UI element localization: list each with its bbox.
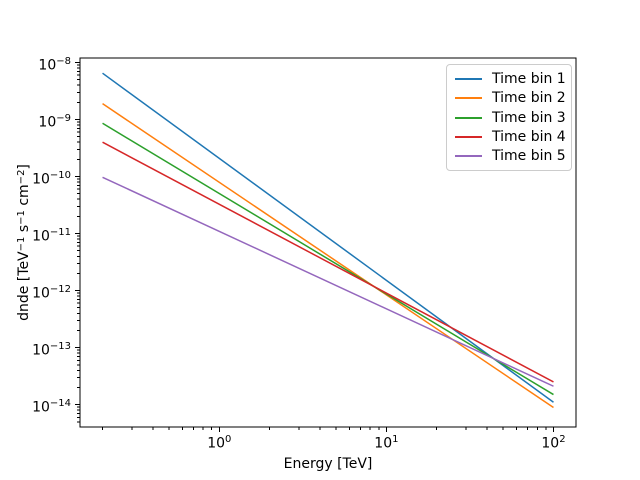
x-tick-label: 101 [374,434,398,452]
legend-item-4: Time bin 4 [455,128,566,146]
x-tick-label: 100 [207,434,231,452]
series-line-time-bin-2 [102,103,554,409]
legend-item-label: Time bin 2 [492,90,566,107]
y-tick-label: 10−8 [38,56,71,74]
y-axis-label-segment: ] [16,164,32,170]
legend-item-label: Time bin 4 [492,128,566,145]
x-tick-label: 102 [541,434,565,452]
y-axis-label-superscript: −1 [16,210,27,225]
y-axis-label-segment: dnde [TeV [16,251,32,321]
legend-line-sample [455,116,482,119]
y-axis-label-superscript: −2 [16,169,27,185]
y-tick-label: 10−14 [32,398,71,416]
plot-border [79,57,577,428]
legend-item-label: Time bin 5 [492,148,566,164]
series-line-time-bin-3 [102,122,554,396]
y-tick-label: 10−9 [38,113,71,131]
series-line-time-bin-1 [102,72,554,403]
x-axis-label: Energy [TeV] [283,456,373,472]
legend-line-sample [455,78,482,80]
y-axis-label: dnde [TeV−1 s−1 cm−2] [16,58,32,427]
y-axis-label-text: dnde [TeV−1 s−1 cm−2] [16,164,32,321]
legend-line-sample [455,97,482,100]
legend-item-label: Time bin 1 [492,71,566,87]
legend-item-5: Time bin 5 [455,147,566,165]
series-line-time-bin-5 [102,176,554,387]
legend-item-label: Time bin 3 [492,109,566,126]
legend: Time bin 1 Time bin 2 Time bin 3 Time bin 4… [446,64,572,171]
y-axis-label-superscript: −1 [16,236,27,252]
y-axis-label-segment: cm [16,184,32,211]
y-tick-label: 10−11 [32,227,71,245]
y-axis-label-segment: s [16,224,32,237]
y-tick-label: 10−13 [32,341,71,359]
legend-line-sample [455,155,482,157]
y-tick-label: 10−12 [32,284,71,302]
legend-line-sample [455,135,482,138]
legend-item-2: Time bin 2 [455,89,566,107]
y-tick-label: 10−10 [32,170,71,188]
legend-item-1: Time bin 1 [455,70,566,88]
legend-item-3: Time bin 3 [455,109,566,127]
series-line-time-bin-4 [102,141,554,383]
